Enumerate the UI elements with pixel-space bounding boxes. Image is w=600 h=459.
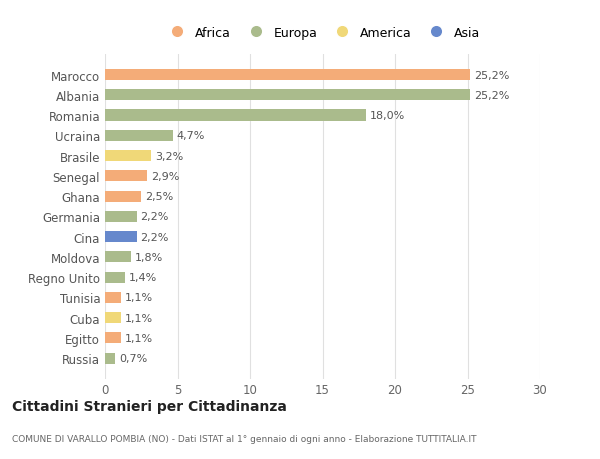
Text: 1,1%: 1,1%	[125, 313, 152, 323]
Bar	[105, 171, 147, 182]
Bar	[105, 353, 115, 364]
Text: 18,0%: 18,0%	[370, 111, 405, 121]
Text: 2,2%: 2,2%	[140, 212, 169, 222]
Bar	[105, 90, 470, 101]
Bar	[105, 252, 131, 263]
Text: COMUNE DI VARALLO POMBIA (NO) - Dati ISTAT al 1° gennaio di ogni anno - Elaboraz: COMUNE DI VARALLO POMBIA (NO) - Dati IST…	[12, 434, 476, 443]
Text: 1,1%: 1,1%	[125, 333, 152, 343]
Bar	[105, 313, 121, 324]
Text: 1,1%: 1,1%	[125, 293, 152, 303]
Bar	[105, 272, 125, 283]
Bar	[105, 231, 137, 243]
Bar	[105, 110, 366, 121]
Bar	[105, 151, 151, 162]
Bar	[105, 191, 141, 202]
Bar	[105, 130, 173, 141]
Text: 25,2%: 25,2%	[474, 70, 509, 80]
Text: 25,2%: 25,2%	[474, 90, 509, 101]
Text: 0,7%: 0,7%	[119, 353, 147, 364]
Text: 2,9%: 2,9%	[151, 172, 179, 181]
Text: 3,2%: 3,2%	[155, 151, 183, 161]
Legend: Africa, Europa, America, Asia: Africa, Europa, America, Asia	[163, 24, 482, 42]
Text: 2,5%: 2,5%	[145, 192, 173, 202]
Text: Cittadini Stranieri per Cittadinanza: Cittadini Stranieri per Cittadinanza	[12, 399, 287, 413]
Bar	[105, 333, 121, 344]
Bar	[105, 292, 121, 303]
Bar	[105, 70, 470, 81]
Text: 1,4%: 1,4%	[129, 273, 157, 283]
Text: 2,2%: 2,2%	[140, 232, 169, 242]
Text: 1,8%: 1,8%	[135, 252, 163, 262]
Bar	[105, 211, 137, 223]
Text: 4,7%: 4,7%	[177, 131, 205, 141]
